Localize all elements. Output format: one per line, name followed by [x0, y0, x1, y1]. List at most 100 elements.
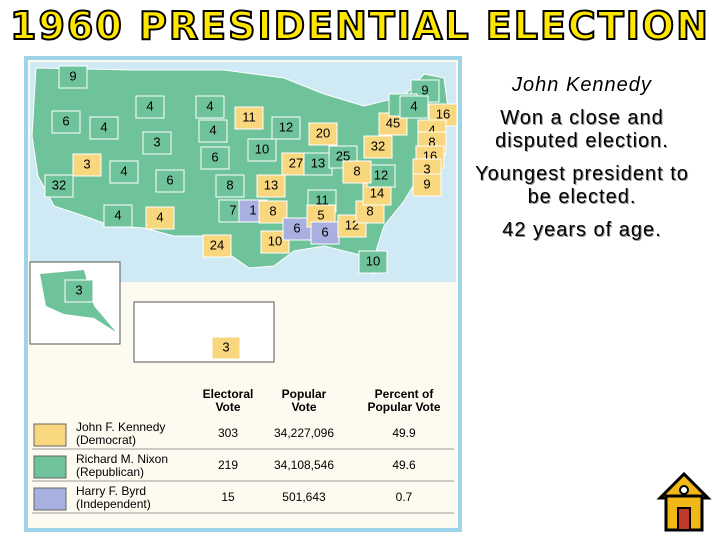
state-votes: 9 — [69, 68, 76, 83]
state-region — [215, 174, 245, 198]
candidate: Richard M. Nixon (Republican) — [76, 452, 168, 479]
popular-vote: 34,108,546 — [274, 458, 334, 472]
state-votes: 11 — [315, 192, 329, 207]
state-region — [64, 279, 94, 303]
state-votes: 14 — [370, 185, 384, 200]
state-votes: 3 — [423, 161, 430, 176]
state-region — [89, 116, 119, 140]
side-panel: John Kennedy Won a close and disputed el… — [462, 74, 702, 252]
slide-title: 1960 PRESIDENTIAL ELECTION — [9, 3, 710, 49]
house-icon — [656, 471, 712, 532]
state-region — [412, 173, 442, 197]
state-votes: 4 — [428, 122, 435, 137]
state-votes: 5 — [317, 207, 324, 222]
president-name: John Kennedy — [512, 74, 652, 96]
state-region — [211, 336, 241, 360]
state-votes: 4 — [206, 98, 213, 113]
table-header: Percent of Popular Vote — [367, 387, 440, 414]
state-region — [58, 65, 88, 89]
state-region — [200, 146, 230, 170]
state-votes: 10 — [268, 233, 282, 248]
state-votes: 24 — [210, 237, 224, 252]
state-votes: 1 — [249, 202, 256, 217]
state-votes: 8 — [269, 203, 276, 218]
state-votes: 8 — [226, 177, 233, 192]
state-region — [145, 206, 175, 230]
state-votes: 11 — [242, 109, 256, 124]
electoral-vote: 15 — [221, 490, 235, 504]
state-region — [399, 95, 429, 119]
state-region — [271, 116, 301, 140]
state-votes: 13 — [311, 155, 325, 170]
state-votes: 4 — [146, 98, 153, 113]
state-region — [234, 106, 264, 130]
state-region — [342, 160, 372, 184]
state-region — [195, 95, 225, 119]
state-region — [363, 135, 393, 159]
state-votes: 8 — [353, 163, 360, 178]
state-votes: 3 — [83, 156, 90, 171]
state-votes: 9 — [423, 176, 430, 191]
popular-vote: 34,227,096 — [274, 426, 334, 440]
state-region — [142, 131, 172, 155]
state-votes: 9 — [421, 82, 428, 97]
state-votes: 6 — [211, 149, 218, 164]
state-votes: 32 — [52, 177, 66, 192]
state-votes: 4 — [156, 209, 163, 224]
state-votes: 8 — [366, 203, 373, 218]
electoral-vote: 303 — [218, 426, 238, 440]
legend-swatch — [33, 455, 67, 479]
state-votes: 16 — [436, 106, 450, 121]
state-votes: 6 — [62, 113, 69, 128]
state-region — [72, 153, 102, 177]
state-votes: 13 — [264, 177, 278, 192]
state-region — [109, 160, 139, 184]
legend-swatch — [33, 487, 67, 511]
percent-vote: 0.7 — [396, 490, 413, 504]
state-votes: 4 — [410, 98, 417, 113]
state-votes: 6 — [293, 220, 300, 235]
state-region — [258, 200, 288, 224]
state-votes: 27 — [289, 155, 303, 170]
state-votes: 25 — [336, 148, 350, 163]
state-votes: 10 — [366, 253, 380, 268]
state-region — [198, 119, 228, 143]
state-votes: 4 — [209, 122, 216, 137]
state-region — [256, 174, 286, 198]
state-region — [103, 204, 133, 228]
fact: Youngest president to be elected. — [475, 163, 689, 208]
state-votes: 4 — [114, 207, 121, 222]
state-votes: 32 — [371, 138, 385, 153]
table-header: Electoral Vote — [203, 387, 254, 414]
state-votes: 6 — [321, 224, 328, 239]
state-votes: 20 — [316, 125, 330, 140]
state-votes: 8 — [428, 134, 435, 149]
hawaii-inset — [133, 301, 275, 363]
state-votes: 12 — [374, 167, 388, 182]
percent-vote: 49.9 — [392, 426, 416, 440]
state-votes: 3 — [222, 339, 229, 354]
state-region — [135, 95, 165, 119]
state-votes: 3 — [75, 282, 82, 297]
legend-swatch — [33, 423, 67, 447]
state-region — [44, 174, 74, 198]
state-region — [358, 250, 388, 274]
state-region — [202, 234, 232, 258]
state-votes: 10 — [255, 141, 269, 156]
state-votes: 12 — [279, 119, 293, 134]
table-header: Popular Vote — [282, 387, 327, 414]
candidate: John F. Kennedy (Democrat) — [76, 420, 165, 447]
state-votes: 6 — [166, 172, 173, 187]
fact: 42 years of age. — [502, 219, 662, 241]
state-region — [308, 122, 338, 146]
state-votes: 4 — [100, 119, 107, 134]
state-votes: 7 — [229, 202, 236, 217]
fact: Won a close and disputed election. — [495, 107, 669, 152]
state-votes: 4 — [120, 163, 127, 178]
candidate: Harry F. Byrd (Independent) — [76, 484, 151, 511]
percent-vote: 49.6 — [392, 458, 416, 472]
state-region — [155, 169, 185, 193]
state-region — [51, 110, 81, 134]
